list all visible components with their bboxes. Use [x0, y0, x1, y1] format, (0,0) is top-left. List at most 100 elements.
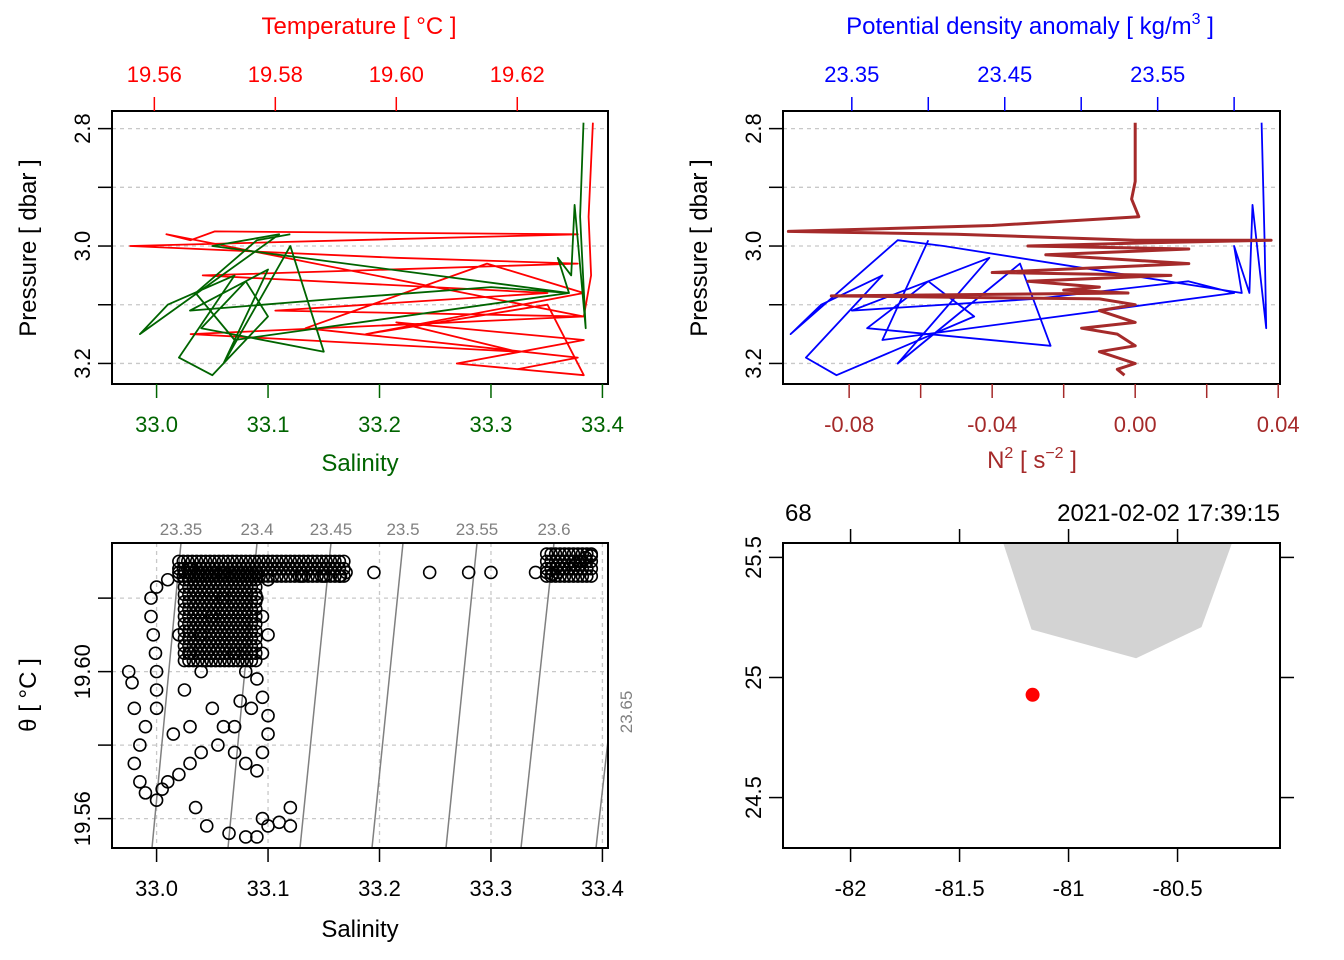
temperature-tick-label: 19.58	[248, 62, 303, 87]
sample-point	[274, 569, 289, 583]
sample-point	[240, 631, 254, 646]
sample-point	[461, 565, 476, 580]
sample-point	[316, 569, 331, 583]
sample-point	[227, 745, 242, 760]
sample-point	[186, 565, 201, 580]
sample-point	[217, 617, 232, 631]
sample-point	[204, 572, 218, 587]
sample-point	[279, 554, 293, 569]
sample-point	[231, 653, 245, 668]
pressure-tick-label: 3.2	[70, 348, 95, 379]
density-axis-title-main: Potential density anomaly [ kg/m	[846, 13, 1192, 40]
sample-point	[248, 580, 263, 594]
sample-point	[216, 719, 231, 734]
sample-point	[548, 547, 563, 561]
sample-point	[240, 617, 254, 631]
pressure-axis: 2.8 3.0 3.2	[70, 113, 112, 379]
sample-point	[233, 694, 247, 708]
sample-point	[204, 587, 218, 602]
sample-point	[194, 664, 208, 679]
sample-point	[222, 617, 236, 631]
ts-diagram-panel: 23.35 23.4 23.45 23.5 23.55 23.623.65 33.0 33.…	[15, 520, 636, 943]
sample-point	[270, 561, 284, 576]
sample-point	[255, 690, 270, 705]
sample-point	[186, 653, 201, 668]
sample-point	[231, 587, 245, 602]
n2-axis-title-end: ]	[1064, 447, 1077, 474]
sample-point	[177, 580, 192, 594]
sample-point	[217, 646, 232, 661]
sample-point	[183, 719, 197, 734]
pressure2-tick-label: 3.2	[741, 348, 766, 379]
salinity-axis: 33.0 33.1 33.2 33.3 33.4	[135, 384, 624, 437]
sample-point	[204, 602, 218, 616]
sample-point	[226, 602, 241, 616]
station-map-panel: -82 -81.5 -81 -80.5 24.5 25 25.5 68 2021-02-0…	[741, 500, 1294, 901]
temperature-line	[129, 122, 594, 377]
sample-point	[231, 617, 245, 631]
sample-point	[216, 591, 231, 605]
sample-point	[333, 569, 348, 583]
sample-point	[248, 653, 263, 668]
sample-point	[213, 565, 227, 580]
sample-point	[240, 609, 254, 624]
density-n2-frame	[782, 110, 1281, 385]
temperature-axis-title: Temperature [ °C ]	[262, 13, 457, 40]
sample-point	[244, 646, 259, 661]
sample-point	[238, 830, 253, 844]
sample-point	[235, 617, 250, 631]
sample-point	[296, 561, 311, 576]
sample-point	[265, 569, 280, 583]
sample-point	[240, 565, 254, 580]
sample-point	[553, 547, 567, 561]
sample-point	[195, 572, 210, 587]
sample-point	[231, 639, 245, 653]
sample-point	[301, 561, 315, 576]
sample-point	[195, 580, 210, 594]
sample-point	[484, 565, 498, 580]
sample-point	[584, 569, 599, 583]
sample-point	[283, 819, 298, 833]
sample-point	[177, 617, 192, 631]
sample-point	[191, 565, 205, 580]
sample-point	[216, 565, 231, 580]
sample-point	[226, 565, 241, 580]
sample-point	[283, 554, 298, 569]
sample-point	[250, 565, 264, 580]
station-id-label: 68	[785, 500, 812, 527]
isopycnal-line	[371, 542, 404, 849]
isopycnal-label: 23.45	[310, 520, 353, 539]
ts-profile-series	[129, 122, 594, 377]
sample-point	[323, 554, 338, 569]
sample-point	[575, 547, 590, 561]
sample-point	[194, 745, 208, 760]
sample-point	[191, 602, 205, 616]
sample-point	[332, 554, 347, 569]
sample-point	[177, 587, 192, 602]
temperature-tick-label: 19.62	[490, 62, 545, 87]
salinity-tick-label: 33.3	[470, 412, 513, 437]
ts-profile-panel: 19.56 19.58 19.60 19.62 33.0 33.1 33.2 33.3 33.…	[15, 13, 624, 477]
salinity-tick-label: 33.2	[358, 412, 401, 437]
sample-point	[191, 609, 205, 624]
sample-point	[146, 628, 161, 642]
sample-point	[199, 572, 214, 587]
sample-point	[244, 580, 259, 594]
sample-point	[186, 631, 201, 646]
sample-point	[177, 602, 192, 616]
ts-profile-frame	[111, 110, 609, 385]
sample-point	[562, 561, 576, 576]
temperature-tick-label: 19.56	[127, 62, 182, 87]
sample-point	[199, 609, 214, 624]
sample-point	[191, 572, 205, 587]
sample-point	[191, 631, 205, 646]
sample-point	[213, 572, 227, 587]
sample-point	[149, 664, 164, 679]
sample-point	[240, 624, 254, 638]
sample-point	[272, 815, 286, 830]
sample-point	[283, 800, 298, 815]
sample-point	[222, 646, 236, 661]
sample-point	[195, 653, 210, 668]
sample-point	[255, 745, 270, 760]
pressure-axis-title-2: Pressure [ dbar ]	[686, 159, 713, 336]
